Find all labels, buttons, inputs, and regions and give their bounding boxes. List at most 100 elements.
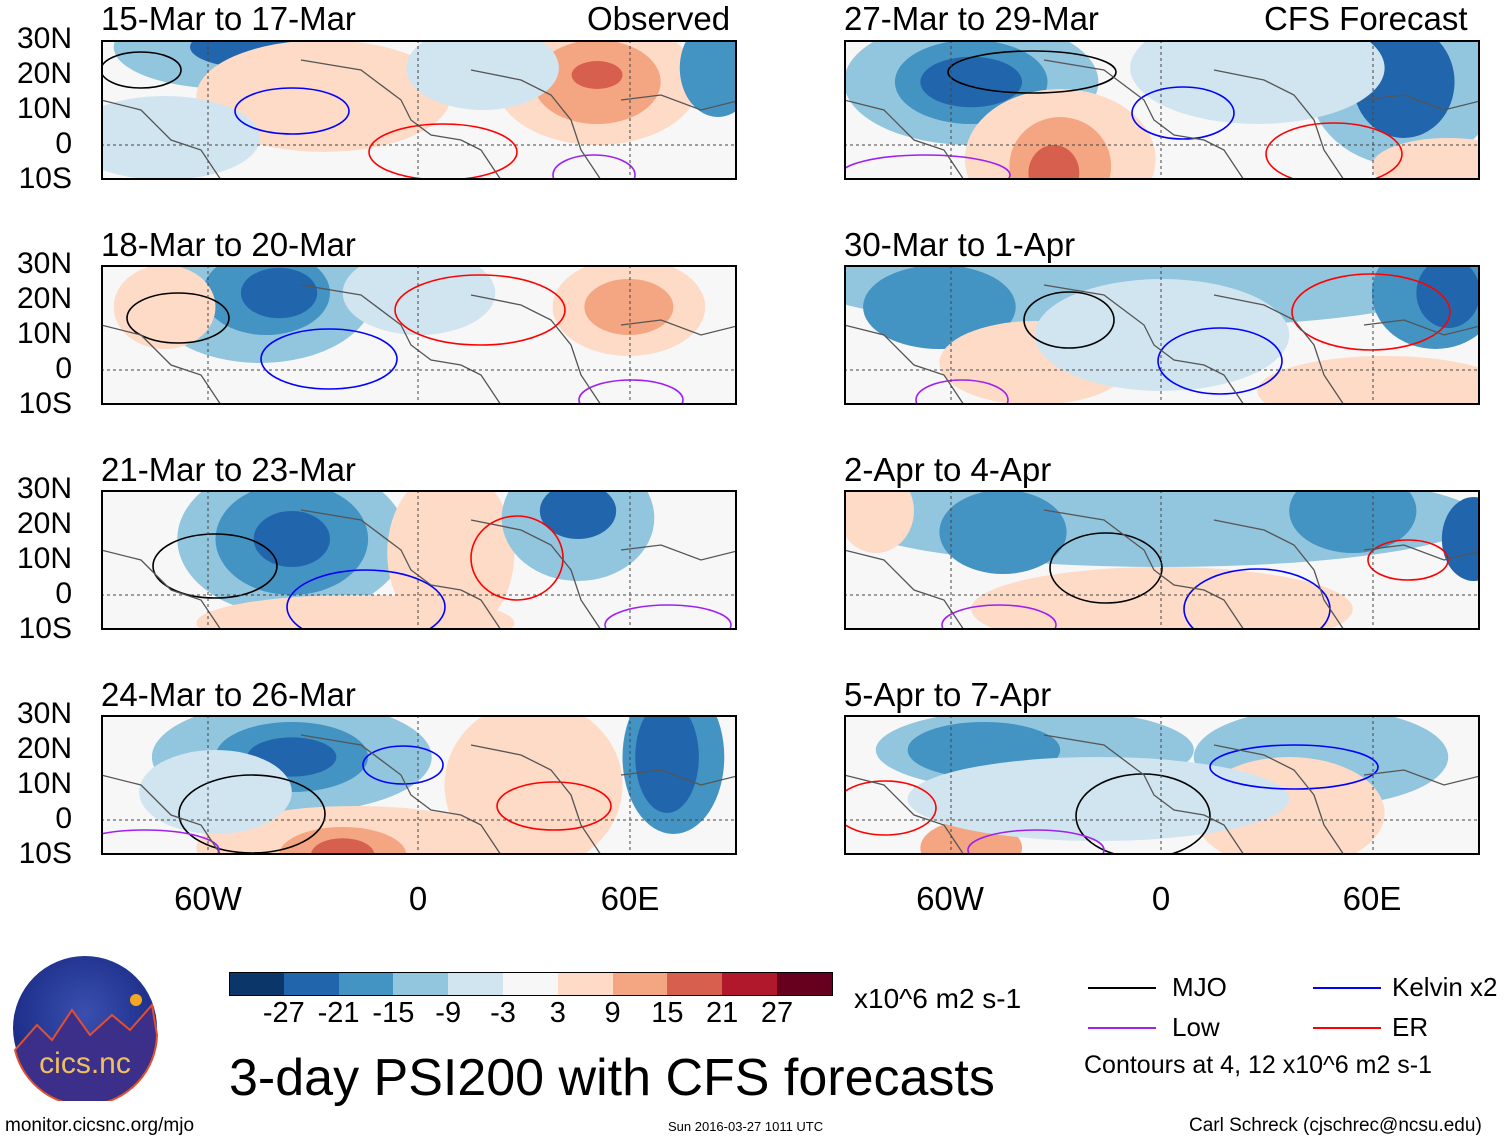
- legend-line-er: [1313, 1027, 1381, 1029]
- map-panel: [844, 265, 1480, 405]
- wave-contour: [1049, 532, 1163, 604]
- lon-tick-label: 60E: [600, 880, 660, 917]
- footer-author: Carl Schreck (cjschrec@ncsu.edu): [1189, 1115, 1482, 1136]
- panel-title: 5-Apr to 7-Apr: [844, 676, 1052, 713]
- wave-contour: [578, 379, 684, 405]
- wave-contour: [394, 274, 566, 346]
- colorbar-tick-label: -3: [490, 997, 516, 1029]
- lat-tick-label: 20N: [16, 57, 72, 90]
- legend-line-mjo: [1088, 987, 1156, 989]
- colorbar-swatch: [503, 972, 559, 996]
- cics-logo: cics.nc: [13, 956, 158, 1101]
- wave-contour: [915, 379, 1009, 405]
- panel-title: 30-Mar to 1-Apr: [844, 226, 1076, 263]
- colorbar-tick-label: -21: [317, 997, 360, 1029]
- lat-tick-label: 30N: [16, 472, 72, 505]
- anomaly-region: [406, 40, 559, 110]
- legend-er: ER: [1392, 1012, 1429, 1042]
- wave-contour: [126, 292, 230, 344]
- wave-contour: [101, 829, 220, 855]
- colorbar-tick-label: 3: [549, 997, 566, 1029]
- colorbar-tick-label: 15: [651, 997, 684, 1029]
- legend-low: Low: [1172, 1012, 1220, 1042]
- map-panel: [844, 715, 1480, 855]
- lat-tick-label: 0: [55, 352, 72, 385]
- colorbar-swatch: [777, 972, 833, 996]
- anomaly-region: [635, 715, 699, 813]
- lat-tick-label: 10N: [16, 542, 72, 575]
- lat-tick-label: 0: [55, 577, 72, 610]
- lat-tick-label: 10S: [18, 837, 72, 870]
- lat-tick-label: 20N: [16, 507, 72, 540]
- lon-tick-label: 0: [1151, 880, 1171, 917]
- lon-tick-label: 60E: [1342, 880, 1402, 917]
- lat-tick-label: 30N: [16, 22, 72, 55]
- anomaly-region: [196, 595, 515, 630]
- lat-tick-label: 0: [55, 127, 72, 160]
- lat-tick-label: 10S: [18, 612, 72, 645]
- colorbar-swatch: [393, 972, 450, 996]
- wave-contour: [947, 50, 1117, 94]
- coastline: [844, 509, 1480, 630]
- wave-contour: [844, 780, 937, 836]
- lat-tick-label: 30N: [16, 697, 72, 730]
- colorbar-tick-label: 27: [760, 997, 794, 1029]
- anomaly-region: [1130, 40, 1385, 124]
- anomaly-region: [1034, 279, 1290, 391]
- anomaly-region: [240, 267, 318, 319]
- anomaly-region: [971, 567, 1353, 630]
- colorbar-tick-label: 21: [706, 997, 739, 1029]
- anomaly-region: [1441, 497, 1480, 581]
- legend-line-low: [1088, 1027, 1156, 1029]
- forecast-label: CFS Forecast: [1264, 0, 1468, 37]
- lat-tick-label: 10S: [18, 387, 72, 420]
- anomaly-region: [1371, 138, 1480, 180]
- anomaly-region: [253, 511, 330, 567]
- colorbar-swatch: [448, 972, 504, 996]
- anomaly-region: [939, 490, 1067, 574]
- wave-contour: [362, 745, 444, 785]
- anomaly-region: [1289, 490, 1417, 553]
- wave-contour: [604, 604, 732, 630]
- panel-title: 24-Mar to 26-Mar: [101, 676, 356, 713]
- anomaly-region: [1257, 356, 1480, 405]
- lat-tick-label: 20N: [16, 282, 72, 315]
- wave-contour: [101, 51, 182, 89]
- observed-label: Observed: [587, 0, 731, 37]
- lon-tick-label: 60W: [174, 880, 242, 917]
- coastline: [844, 734, 1480, 855]
- coastline: [101, 509, 737, 630]
- colorbar-tick-label: -27: [262, 997, 305, 1029]
- wave-contour: [470, 515, 564, 601]
- lat-tick-label: 10N: [16, 767, 72, 800]
- wave-contour: [844, 154, 1011, 180]
- wave-contour: [1023, 291, 1115, 349]
- anomaly-region: [584, 279, 674, 335]
- wave-contour: [1265, 122, 1403, 180]
- map-panel: [844, 490, 1480, 630]
- panel-title: 2-Apr to 4-Apr: [844, 451, 1052, 488]
- panel-title: 27-Mar to 29-Mar: [844, 0, 1099, 37]
- wave-contour: [941, 604, 1057, 630]
- legend-line-kelvin: [1313, 987, 1381, 989]
- anomaly-region: [1416, 265, 1480, 328]
- anomaly-region: [139, 750, 292, 834]
- anomaly-region: [342, 265, 496, 335]
- colorbar-swatch: [283, 972, 340, 996]
- lat-tick-label: 30N: [16, 247, 72, 280]
- coastline: [844, 59, 1480, 180]
- map-panel: [101, 715, 737, 855]
- wave-contour: [496, 781, 612, 831]
- legend-kelvin: Kelvin x2: [1392, 972, 1498, 1002]
- anomaly-region: [113, 265, 216, 349]
- wave-contour: [286, 569, 446, 630]
- anomaly-region: [539, 490, 617, 539]
- lat-tick-label: 0: [55, 802, 72, 835]
- anomaly-region: [1028, 145, 1080, 180]
- panel-title: 15-Mar to 17-Mar: [101, 0, 356, 37]
- colorbar-tick-label: 9: [604, 997, 621, 1029]
- wave-contour: [1131, 86, 1235, 140]
- anomaly-region: [101, 96, 260, 180]
- colorbar-swatch: [612, 972, 669, 996]
- figure-title: 3-day PSI200 with CFS forecasts: [229, 1049, 995, 1107]
